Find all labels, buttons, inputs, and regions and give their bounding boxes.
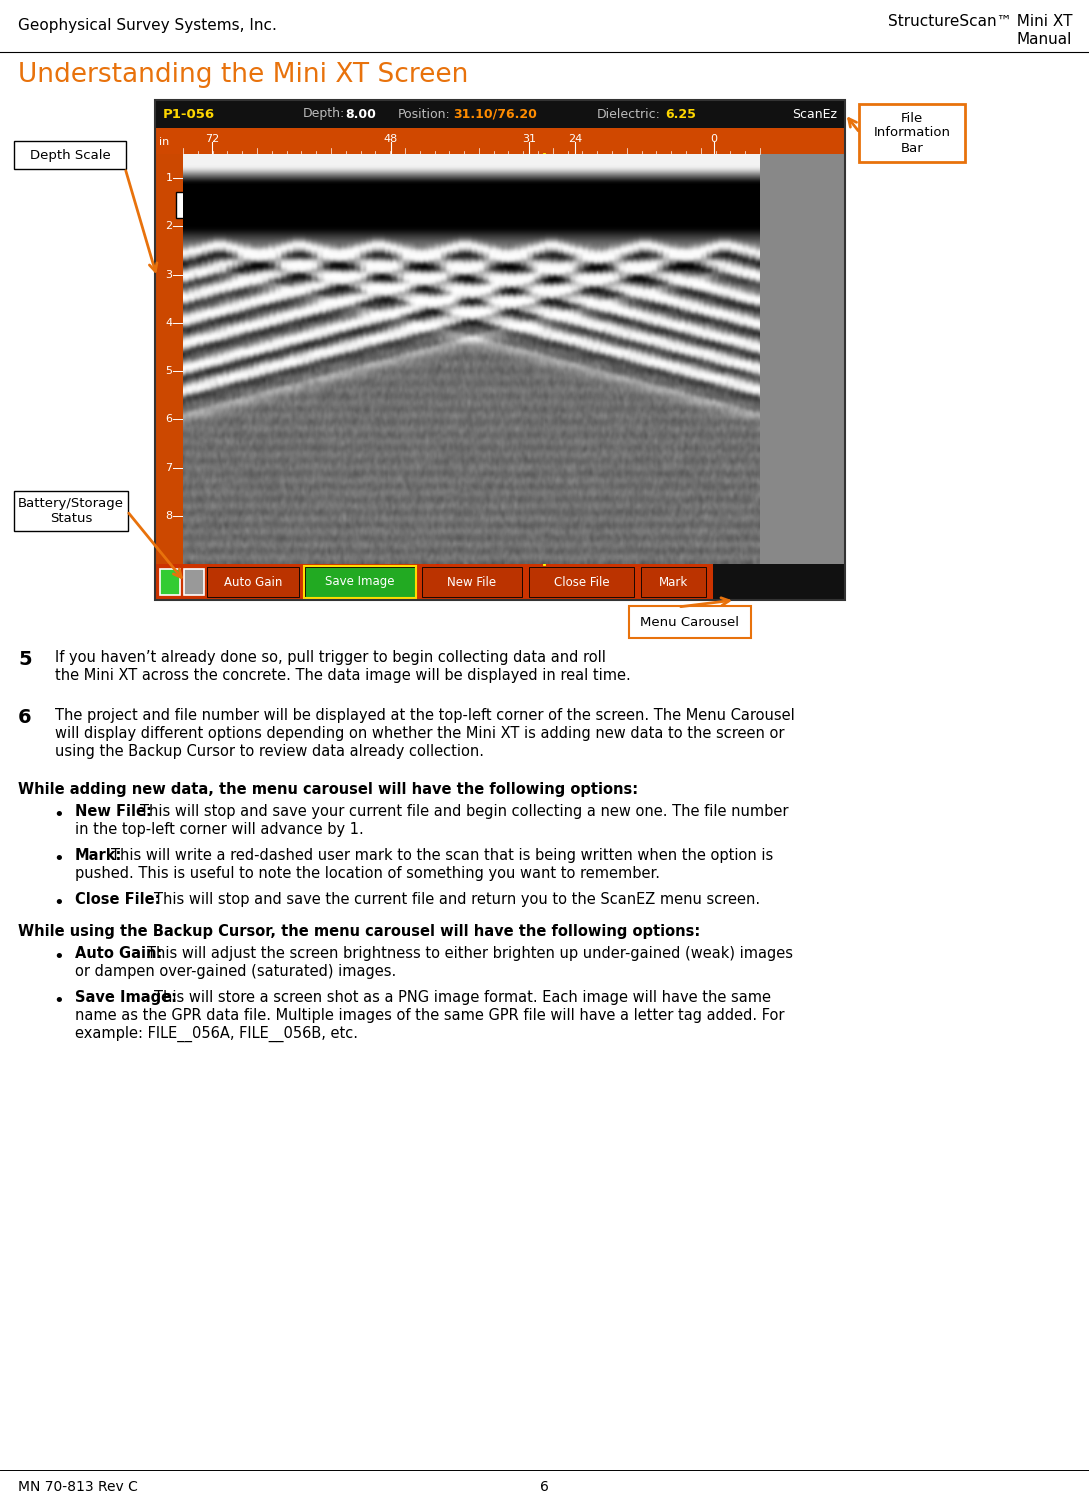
Text: Mark: Mark (659, 576, 688, 588)
Text: will display different options depending on whether the Mini XT is adding new da: will display different options depending… (56, 726, 784, 741)
Text: While adding new data, the menu carousel will have the following options:: While adding new data, the menu carousel… (19, 782, 638, 797)
Text: •: • (53, 993, 64, 1011)
Text: File
Information
Bar: File Information Bar (873, 111, 951, 155)
Text: User Mark: User Mark (191, 199, 258, 212)
Text: •: • (53, 893, 64, 911)
Bar (155, 99, 845, 600)
Text: 6.25: 6.25 (665, 107, 696, 120)
Text: 5: 5 (19, 650, 32, 669)
Text: Depth Scale: Depth Scale (29, 149, 110, 161)
Text: 8: 8 (166, 511, 172, 520)
Text: 24: 24 (568, 134, 583, 144)
Bar (423, 567, 522, 597)
Text: Hyperbola: Hyperbola (607, 283, 675, 296)
Text: Backup Cursor: Backup Cursor (538, 194, 636, 206)
Text: This will stop and save the current file and return you to the ScanEZ menu scree: This will stop and save the current file… (155, 892, 760, 907)
Text: New File: New File (448, 576, 497, 588)
Text: 6: 6 (19, 708, 32, 726)
Text: Mark:: Mark: (75, 848, 122, 863)
Text: name as the GPR data file. Multiple images of the same GPR file will have a lett: name as the GPR data file. Multiple imag… (75, 1008, 784, 1023)
Text: Battery/Storage
Status: Battery/Storage Status (19, 496, 124, 525)
FancyBboxPatch shape (176, 193, 273, 218)
Text: Depth:: Depth: (303, 107, 345, 120)
Text: Position:: Position: (397, 107, 451, 120)
FancyBboxPatch shape (629, 606, 751, 638)
Bar (529, 567, 634, 597)
Bar (155, 153, 183, 564)
Text: Auto Gain:: Auto Gain: (75, 946, 162, 961)
Bar (160, 569, 180, 596)
Bar (713, 564, 845, 600)
Bar (184, 569, 204, 596)
Text: 1: 1 (166, 173, 172, 183)
Bar (207, 567, 299, 597)
Text: 48: 48 (383, 134, 397, 144)
FancyBboxPatch shape (595, 277, 687, 302)
Text: 6: 6 (166, 414, 172, 424)
Text: Auto Gain: Auto Gain (224, 576, 282, 588)
Text: This will store a screen shot as a PNG image format. Each image will have the sa: This will store a screen shot as a PNG i… (155, 990, 771, 1005)
Bar (760, 153, 845, 564)
FancyBboxPatch shape (14, 490, 129, 531)
Text: 8.00: 8.00 (345, 107, 376, 120)
Text: The project and file number will be displayed at the top-left corner of the scre: The project and file number will be disp… (56, 708, 795, 723)
Text: 72: 72 (205, 134, 219, 144)
Text: Geophysical Survey Systems, Inc.: Geophysical Survey Systems, Inc. (19, 18, 277, 33)
Text: Manual: Manual (1017, 32, 1072, 47)
Bar (304, 566, 416, 599)
Text: •: • (53, 948, 64, 966)
Bar (155, 564, 845, 600)
Text: •: • (53, 850, 64, 868)
Bar (155, 99, 845, 128)
Text: example: FILE__056A, FILE__056B, etc.: example: FILE__056A, FILE__056B, etc. (75, 1026, 358, 1042)
Text: •: • (53, 806, 64, 824)
Text: in the top-left corner will advance by 1.: in the top-left corner will advance by 1… (75, 823, 364, 838)
Text: P1-056: P1-056 (163, 107, 216, 120)
Text: 7: 7 (166, 463, 172, 472)
Text: Understanding the Mini XT Screen: Understanding the Mini XT Screen (19, 62, 468, 89)
Text: 2: 2 (166, 221, 172, 232)
Text: Save Image:: Save Image: (75, 990, 178, 1005)
Text: This will stop and save your current file and begin collecting a new one. The fi: This will stop and save your current fil… (139, 805, 788, 820)
Text: Save Image: Save Image (326, 576, 394, 588)
Bar (155, 128, 845, 153)
Text: 4: 4 (166, 317, 172, 328)
Text: While using the Backup Cursor, the menu carousel will have the following options: While using the Backup Cursor, the menu … (19, 923, 700, 938)
Text: This will adjust the screen brightness to either brighten up under-gained (weak): This will adjust the screen brightness t… (147, 946, 793, 961)
Text: 6: 6 (539, 1480, 549, 1493)
Text: 3: 3 (166, 269, 172, 280)
Text: MN 70-813 Rev C: MN 70-813 Rev C (19, 1480, 138, 1493)
Text: StructureScan™ Mini XT: StructureScan™ Mini XT (888, 14, 1072, 29)
Text: or dampen over-gained (saturated) images.: or dampen over-gained (saturated) images… (75, 964, 396, 979)
Text: New File:: New File: (75, 805, 151, 820)
Text: 0: 0 (710, 134, 718, 144)
Text: pushed. This is useful to note the location of something you want to remember.: pushed. This is useful to note the locat… (75, 866, 660, 881)
Bar (641, 567, 706, 597)
Text: If you haven’t already done so, pull trigger to begin collecting data and roll: If you haven’t already done so, pull tri… (56, 650, 605, 665)
Text: Dielectric:: Dielectric: (597, 107, 661, 120)
Text: the Mini XT across the concrete. The data image will be displayed in real time.: the Mini XT across the concrete. The dat… (56, 668, 631, 683)
Text: 31.10/76.20: 31.10/76.20 (453, 107, 537, 120)
Text: using the Backup Cursor to review data already collection.: using the Backup Cursor to review data a… (56, 744, 484, 760)
Text: 31: 31 (523, 134, 536, 144)
Text: in: in (159, 137, 169, 147)
Text: Close File: Close File (553, 576, 610, 588)
FancyBboxPatch shape (14, 141, 126, 168)
Text: This will write a red-dashed user mark to the scan that is being written when th: This will write a red-dashed user mark t… (111, 848, 773, 863)
FancyBboxPatch shape (526, 186, 648, 214)
FancyBboxPatch shape (859, 104, 965, 162)
Text: 5: 5 (166, 365, 172, 376)
Text: ScanEz: ScanEz (792, 107, 837, 120)
Text: Close File:: Close File: (75, 892, 160, 907)
Text: Menu Carousel: Menu Carousel (640, 615, 739, 629)
Bar (305, 567, 415, 597)
